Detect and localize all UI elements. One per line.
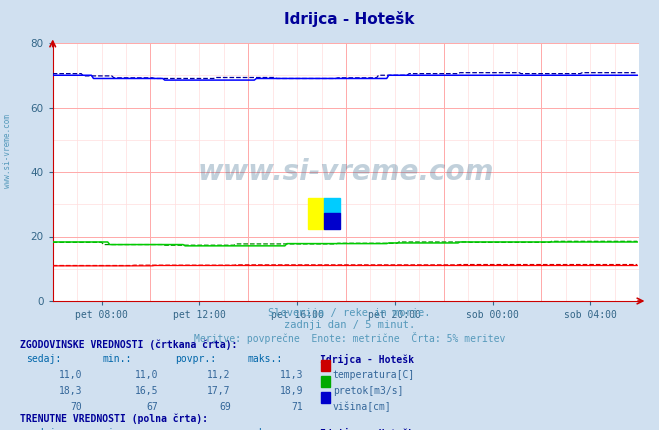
Text: Idrijca - Hotešk: Idrijca - Hotešk xyxy=(320,428,414,430)
Text: Meritve: povprečne  Enote: metrične  Črta: 5% meritev: Meritve: povprečne Enote: metrične Črta:… xyxy=(194,332,505,344)
Text: TRENUTNE VREDNOSTI (polna črta):: TRENUTNE VREDNOSTI (polna črta): xyxy=(20,414,208,424)
Text: zadnji dan / 5 minut.: zadnji dan / 5 minut. xyxy=(283,320,415,330)
Text: 11,0: 11,0 xyxy=(134,370,158,380)
Bar xyxy=(308,198,324,229)
Text: www.si-vreme.com: www.si-vreme.com xyxy=(3,114,13,187)
Text: 11,2: 11,2 xyxy=(207,370,231,380)
Text: ZGODOVINSKE VREDNOSTI (črtkana črta):: ZGODOVINSKE VREDNOSTI (črtkana črta): xyxy=(20,340,237,350)
Text: temperatura[C]: temperatura[C] xyxy=(333,370,415,380)
Text: 17,7: 17,7 xyxy=(207,386,231,396)
Bar xyxy=(324,198,340,213)
Text: maks.:: maks.: xyxy=(247,428,282,430)
Text: 11,3: 11,3 xyxy=(279,370,303,380)
Text: min.:: min.: xyxy=(102,354,132,364)
Text: 69: 69 xyxy=(219,402,231,412)
Text: povpr.:: povpr.: xyxy=(175,428,215,430)
Text: sedaj:: sedaj: xyxy=(26,428,61,430)
Bar xyxy=(324,213,340,229)
Text: Slovenija / reke in morje.: Slovenija / reke in morje. xyxy=(268,308,430,318)
Text: 71: 71 xyxy=(291,402,303,412)
Text: 70: 70 xyxy=(71,402,82,412)
Text: Idrijca - Hotešk: Idrijca - Hotešk xyxy=(320,354,414,365)
Text: 18,9: 18,9 xyxy=(279,386,303,396)
Text: 18,3: 18,3 xyxy=(59,386,82,396)
Text: www.si-vreme.com: www.si-vreme.com xyxy=(198,158,494,186)
Text: pretok[m3/s]: pretok[m3/s] xyxy=(333,386,403,396)
Text: 67: 67 xyxy=(146,402,158,412)
Text: min.:: min.: xyxy=(102,428,132,430)
Text: sedaj:: sedaj: xyxy=(26,354,61,364)
Text: 16,5: 16,5 xyxy=(134,386,158,396)
Text: Idrijca - Hotešk: Idrijca - Hotešk xyxy=(284,11,415,27)
Text: povpr.:: povpr.: xyxy=(175,354,215,364)
Text: višina[cm]: višina[cm] xyxy=(333,402,391,412)
Text: 11,0: 11,0 xyxy=(59,370,82,380)
Text: maks.:: maks.: xyxy=(247,354,282,364)
